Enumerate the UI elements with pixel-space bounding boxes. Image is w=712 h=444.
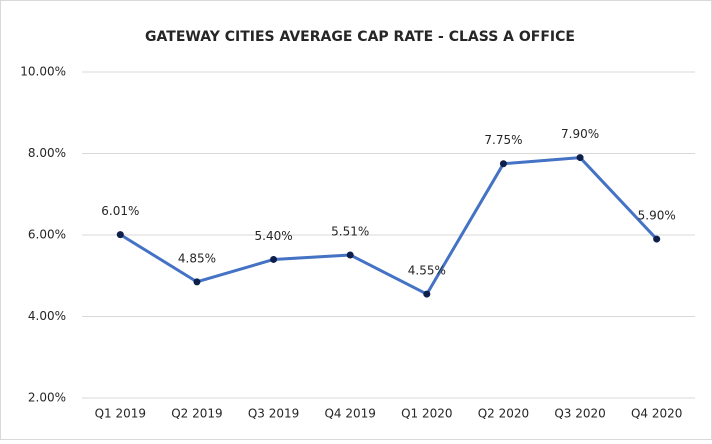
series-line bbox=[119, 156, 658, 296]
data-label: 7.90% bbox=[561, 127, 599, 141]
data-point bbox=[576, 154, 584, 162]
x-tick-label: Q4 2019 bbox=[324, 407, 375, 421]
y-tick-label: 10.00% bbox=[20, 65, 66, 79]
data-point bbox=[193, 278, 201, 286]
data-label: 4.55% bbox=[408, 264, 446, 278]
x-tick-label: Q4 2020 bbox=[631, 407, 682, 421]
x-tick-label: Q1 2020 bbox=[401, 407, 452, 421]
data-point bbox=[423, 290, 431, 298]
x-tick-label: Q3 2020 bbox=[554, 407, 605, 421]
chart-title: GATEWAY CITIES AVERAGE CAP RATE - CLASS … bbox=[145, 29, 575, 45]
data-point bbox=[653, 235, 661, 243]
y-tick-label: 4.00% bbox=[28, 309, 66, 323]
data-point bbox=[499, 160, 507, 168]
y-tick-label: 6.00% bbox=[28, 228, 66, 242]
data-label: 5.51% bbox=[331, 224, 369, 238]
data-point bbox=[270, 255, 278, 263]
x-tick-label: Q2 2020 bbox=[478, 407, 529, 421]
y-tick-label: 2.00% bbox=[28, 391, 66, 405]
data-label: 7.75% bbox=[484, 133, 522, 147]
y-tick-label: 8.00% bbox=[28, 146, 66, 160]
data-point bbox=[116, 231, 124, 239]
x-tick-label: Q1 2019 bbox=[95, 407, 146, 421]
data-point bbox=[346, 251, 354, 259]
data-label: 4.85% bbox=[178, 251, 216, 265]
data-label: 5.90% bbox=[638, 209, 676, 223]
x-tick-label: Q3 2019 bbox=[248, 407, 299, 421]
data-label: 5.40% bbox=[255, 229, 293, 243]
data-label: 6.01% bbox=[101, 204, 139, 218]
x-tick-label: Q2 2019 bbox=[171, 407, 222, 421]
